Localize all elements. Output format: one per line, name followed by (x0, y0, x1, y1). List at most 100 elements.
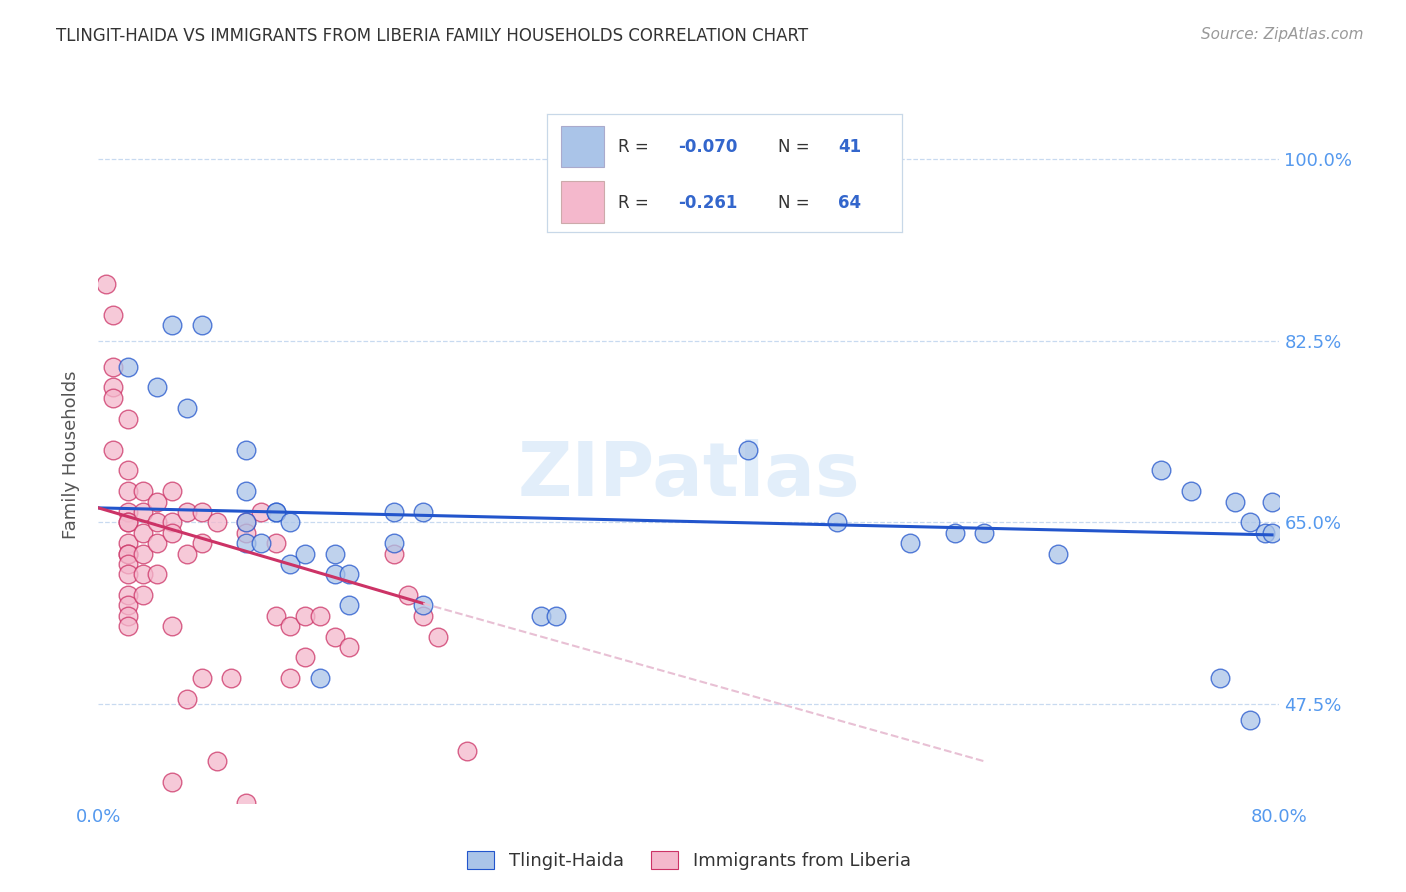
Point (294, 547, 316, 561)
Point (323, 567, 346, 582)
Point (1254, 525, 1277, 540)
Point (900, 536, 922, 550)
Point (132, 547, 155, 561)
Point (191, 505, 214, 519)
Point (323, 547, 346, 561)
Point (162, 516, 183, 530)
Point (191, 536, 214, 550)
Point (264, 608, 287, 623)
Point (235, 484, 257, 499)
Point (117, 557, 139, 571)
Point (546, 608, 568, 623)
Point (117, 359, 139, 374)
Point (530, 608, 553, 623)
Point (117, 463, 139, 477)
Point (117, 599, 139, 613)
Point (162, 525, 183, 540)
Point (117, 588, 139, 602)
Point (530, 858, 553, 872)
Point (103, 391, 125, 405)
Point (1180, 484, 1202, 499)
Point (162, 775, 183, 789)
Point (278, 619, 302, 633)
Point (1239, 713, 1261, 727)
Point (323, 630, 346, 644)
Point (162, 484, 183, 499)
Point (264, 505, 287, 519)
Point (176, 692, 198, 706)
Point (146, 516, 169, 530)
Point (1209, 671, 1232, 685)
Point (132, 525, 155, 540)
Point (264, 536, 287, 550)
Point (191, 318, 214, 332)
Point (1223, 494, 1246, 508)
Point (973, 525, 995, 540)
Point (117, 516, 139, 530)
Point (191, 671, 214, 685)
Point (132, 484, 155, 499)
Point (294, 650, 316, 665)
Point (103, 308, 125, 322)
Point (339, 640, 360, 654)
Point (117, 516, 139, 530)
Text: Source: ZipAtlas.com: Source: ZipAtlas.com (1201, 27, 1364, 42)
Point (235, 796, 257, 810)
Point (294, 608, 316, 623)
Point (278, 671, 302, 685)
Point (235, 525, 257, 540)
Point (146, 567, 169, 582)
Point (1261, 494, 1284, 508)
Point (412, 599, 434, 613)
Point (309, 671, 332, 685)
Point (162, 318, 183, 332)
Point (456, 744, 478, 758)
Point (825, 516, 848, 530)
Point (117, 567, 139, 582)
Point (309, 608, 332, 623)
Point (943, 525, 966, 540)
Legend: Tlingit-Haida, Immigrants from Liberia: Tlingit-Haida, Immigrants from Liberia (460, 844, 918, 877)
Point (176, 547, 198, 561)
Point (235, 516, 257, 530)
Point (117, 536, 139, 550)
Point (117, 608, 139, 623)
Point (205, 516, 228, 530)
Point (412, 608, 434, 623)
Text: TLINGIT-HAIDA VS IMMIGRANTS FROM LIBERIA FAMILY HOUSEHOLDS CORRELATION CHART: TLINGIT-HAIDA VS IMMIGRANTS FROM LIBERIA… (56, 27, 808, 45)
Text: ZIPatlas: ZIPatlas (517, 439, 860, 512)
Point (1261, 525, 1284, 540)
Point (117, 547, 139, 561)
Point (396, 588, 419, 602)
Point (339, 599, 360, 613)
Point (146, 494, 169, 508)
Point (737, 442, 759, 457)
Point (412, 505, 434, 519)
Point (117, 505, 139, 519)
Point (176, 505, 198, 519)
Point (382, 536, 405, 550)
Point (132, 588, 155, 602)
Point (250, 505, 273, 519)
Point (132, 505, 155, 519)
Point (382, 505, 405, 519)
Point (205, 754, 228, 768)
Point (1046, 547, 1069, 561)
Point (339, 567, 360, 582)
Point (264, 505, 287, 519)
Point (250, 536, 273, 550)
Point (219, 671, 242, 685)
Point (103, 359, 125, 374)
Point (235, 516, 257, 530)
Point (117, 411, 139, 425)
Point (235, 442, 257, 457)
Point (117, 484, 139, 499)
Point (382, 547, 405, 561)
Point (132, 567, 155, 582)
Point (1150, 463, 1173, 477)
Point (117, 547, 139, 561)
Point (103, 442, 125, 457)
Point (427, 630, 450, 644)
Point (162, 619, 183, 633)
Point (278, 557, 302, 571)
